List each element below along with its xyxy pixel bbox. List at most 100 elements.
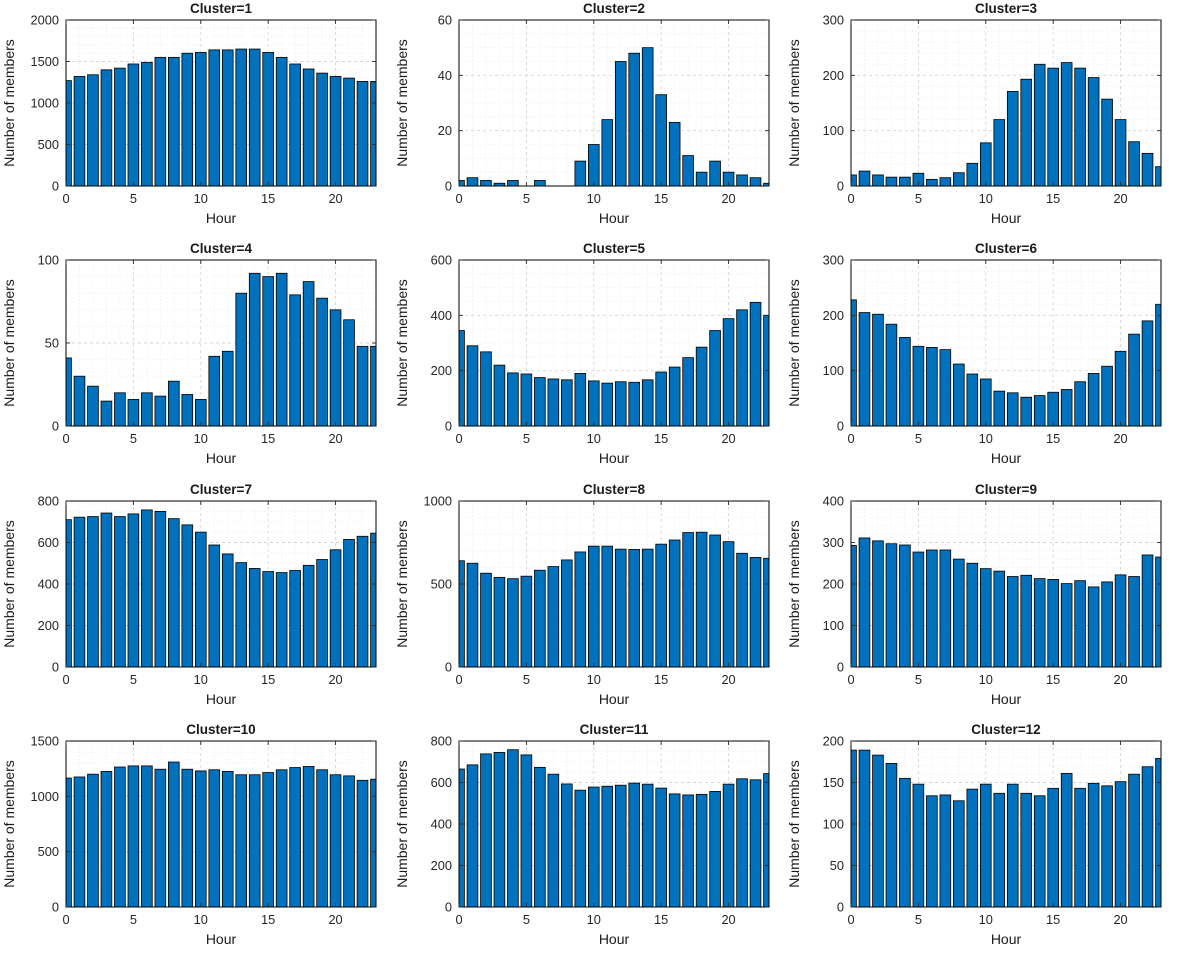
bar-hour-12	[221, 49, 234, 187]
bar-hour-22	[1142, 554, 1154, 667]
bar-hour-12	[614, 548, 627, 667]
bar-hour-9	[574, 789, 586, 908]
x-tick-label: 5	[130, 672, 137, 687]
cluster-7-chart: 0 5 10 15 200200400600800Cluster=7HourNumber…	[1, 482, 377, 707]
y-tick-label: 0	[52, 899, 59, 914]
minor-grid	[851, 500, 1162, 667]
bar-hour-22	[1142, 766, 1154, 908]
bar-hour-22	[749, 302, 761, 427]
y-tick-label: 400	[823, 493, 844, 508]
bar-hour-16	[275, 273, 288, 427]
bar-hour-19	[1101, 785, 1114, 908]
bar-hour-9	[181, 52, 194, 187]
x-axis-label: Hour	[991, 691, 1022, 707]
bar-hour-9	[966, 373, 979, 427]
bar-hour-19	[708, 160, 721, 187]
y-tick-label: 200	[430, 363, 451, 378]
bar-hour-13	[1020, 574, 1033, 667]
bar-hour-10	[194, 531, 207, 667]
bar-hour-7	[547, 565, 559, 667]
subplot-title: Cluster=7	[190, 482, 252, 497]
y-tick-label: 0	[445, 419, 452, 434]
bar-hour-10	[194, 770, 207, 908]
subplot-title: Cluster=8	[583, 482, 645, 497]
bar-hour-12	[1007, 90, 1019, 187]
x-tick-label: 10	[979, 191, 993, 206]
axes-box	[65, 500, 377, 667]
x-axis-label: Hour	[598, 450, 629, 466]
bar-hour-20	[329, 548, 342, 667]
bar-hour-18	[302, 281, 315, 427]
bar-hour-10	[980, 142, 992, 187]
y-tick-label: 400	[430, 816, 451, 831]
x-tick-label: 20	[721, 912, 735, 927]
subplot-title: Cluster=9	[975, 482, 1037, 497]
y-tick-label: 200	[823, 308, 844, 323]
bars	[65, 273, 377, 427]
x-tick-label: 10	[586, 912, 600, 927]
bar-hour-9	[574, 160, 586, 187]
bar-hour-22	[1142, 152, 1154, 187]
cluster-8-chart: 0 5 10 15 20 0 500 1000 Cluster=8 Hour Number of m…	[394, 482, 770, 707]
bar-hour-4	[114, 515, 126, 667]
bar-hour-7	[154, 395, 167, 427]
minor-grid	[66, 260, 376, 427]
x-tick-label: 0	[848, 431, 855, 446]
bar-hour-6	[926, 178, 938, 187]
bar-hour-13	[628, 548, 640, 667]
bar-hour-14	[1034, 395, 1046, 427]
x-tick-label: 0	[848, 191, 855, 206]
subplot-title: Cluster=6	[975, 241, 1037, 256]
bar-hour-15	[262, 771, 274, 908]
bars	[458, 47, 770, 187]
bar-hour-10	[980, 567, 992, 667]
minor-grid	[458, 20, 769, 186]
x-tick-label: 0	[455, 672, 462, 687]
y-axis-label: Number of members	[1, 39, 17, 167]
bar-hour-16	[1061, 389, 1073, 427]
bar-hour-0	[458, 330, 465, 427]
y-tick-label: 200	[823, 68, 844, 83]
bar-hour-3	[100, 69, 113, 187]
subplot-title: Cluster=4	[190, 241, 252, 256]
x-tick-label: 20	[721, 191, 735, 206]
bar-hour-15	[655, 543, 667, 667]
bar-hour-23	[1155, 556, 1162, 667]
bar-hour-18	[1088, 586, 1100, 667]
bar-hour-13	[235, 774, 248, 908]
bar-hour-4	[114, 392, 126, 427]
x-tick-label: 5	[522, 431, 529, 446]
bar-hour-1	[859, 312, 871, 427]
x-axis-label: Hour	[206, 450, 237, 466]
bar-hour-1	[466, 562, 478, 667]
x-tick-label: 15	[654, 912, 668, 927]
x-tick-label: 5	[130, 191, 137, 206]
bar-hour-13	[628, 52, 640, 187]
y-tick-label: 600	[430, 775, 451, 790]
bar-hour-17	[289, 766, 301, 908]
bar-hour-2	[87, 773, 99, 908]
bar-hour-12	[221, 553, 234, 667]
y-tick-label: 50	[45, 336, 59, 351]
major-grid	[851, 260, 1162, 427]
bar-hour-22	[1142, 320, 1154, 427]
bar-hour-12	[614, 61, 627, 187]
minor-grid	[458, 740, 769, 907]
bar-hour-0	[458, 768, 465, 908]
y-tick-label: 0	[837, 659, 844, 674]
bar-hour-4	[114, 67, 126, 187]
y-tick-label: 200	[38, 618, 59, 633]
x-axis-label: Hour	[991, 210, 1022, 226]
bar-hour-0	[65, 357, 72, 427]
bar-hour-14	[641, 47, 654, 187]
bars	[850, 299, 1162, 427]
bar-hour-16	[668, 121, 681, 187]
bars	[458, 302, 770, 427]
bar-hour-21	[1128, 575, 1141, 667]
bar-hour-11	[993, 390, 1006, 427]
major-grid	[66, 500, 376, 667]
bar-hour-2	[872, 539, 885, 667]
